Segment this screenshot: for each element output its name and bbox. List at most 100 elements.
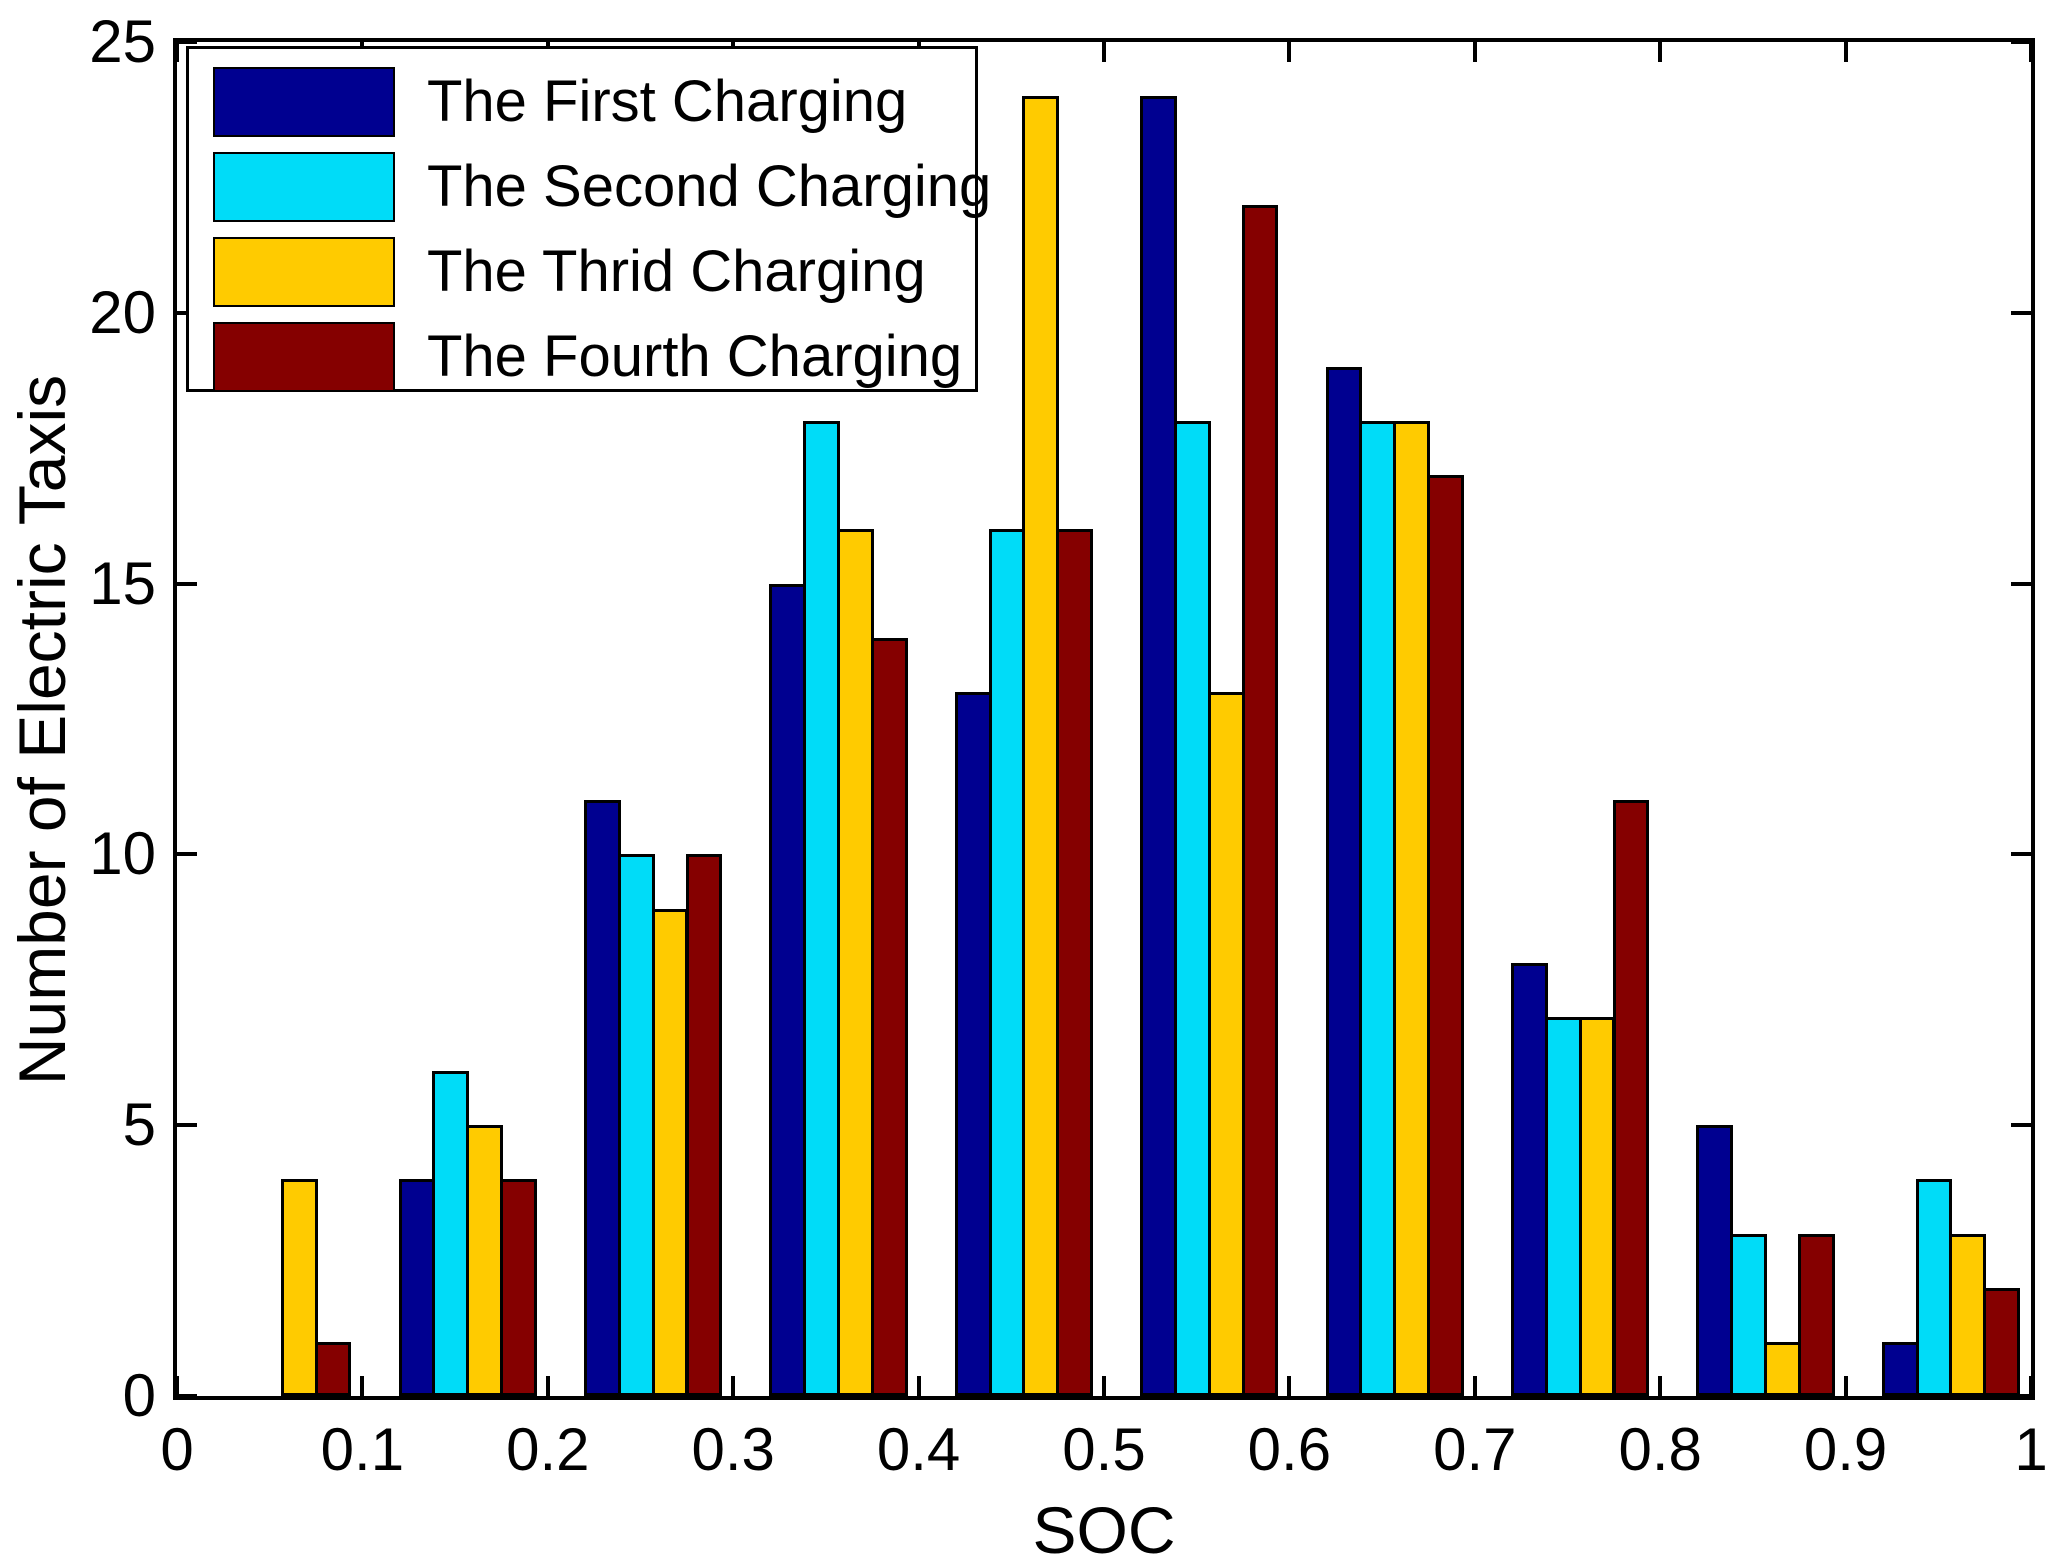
bar <box>1359 421 1397 1396</box>
bar <box>584 800 621 1396</box>
y-tick-label: 5 <box>122 1091 156 1159</box>
legend-item-label: The Thrid Charging <box>427 239 926 304</box>
x-tick-top <box>1658 42 1662 62</box>
x-tick-label: 0.2 <box>506 1416 590 1483</box>
y-tick-label: 25 <box>89 8 156 75</box>
x-tick-top <box>2029 42 2033 62</box>
bar <box>617 854 655 1396</box>
legend-item: The Second Charging <box>189 152 991 222</box>
x-axis-label: SOC <box>1032 1493 1176 1554</box>
x-tick <box>360 1376 364 1396</box>
x-tick <box>1287 1376 1291 1396</box>
legend-item: The Fourth Charging <box>189 322 975 392</box>
y-tick <box>177 1394 197 1398</box>
bar <box>280 1179 318 1396</box>
x-tick-label: 0.4 <box>876 1416 961 1483</box>
bar <box>803 421 840 1396</box>
x-tick <box>1658 1376 1662 1396</box>
x-tick-label: 0.7 <box>1433 1416 1517 1483</box>
bar <box>1764 1341 1801 1396</box>
y-tick-right <box>2011 40 2031 44</box>
x-tick <box>1844 1376 1848 1396</box>
bar <box>1325 367 1363 1396</box>
bar <box>1207 691 1245 1396</box>
bar <box>432 1071 470 1396</box>
x-tick-top <box>1844 42 1848 62</box>
x-tick-top <box>175 42 179 62</box>
y-tick-right <box>2011 852 2031 856</box>
bar <box>1915 1179 1953 1396</box>
bar <box>1544 1016 1582 1396</box>
x-tick-top <box>1473 42 1477 62</box>
bar <box>1612 800 1650 1396</box>
plot-inner <box>175 40 2033 1398</box>
y-tick-right <box>2011 582 2031 586</box>
y-tick <box>177 852 197 856</box>
legend-swatch <box>213 322 395 392</box>
x-tick-label: 0.6 <box>1247 1416 1332 1483</box>
bar <box>1174 421 1211 1396</box>
y-tick-right <box>2011 1123 2031 1127</box>
bar <box>1427 475 1464 1396</box>
bar <box>1797 1233 1835 1396</box>
bar <box>837 529 874 1396</box>
legend-swatch <box>213 237 395 307</box>
y-axis-label: Number of Electric Taxis <box>5 374 79 1086</box>
bar <box>1511 962 1548 1396</box>
y-tick <box>177 40 197 44</box>
bar <box>1056 529 1094 1396</box>
y-tick-label: 20 <box>89 278 156 346</box>
y-tick-label: 0 <box>122 1362 156 1429</box>
y-tick-label: 10 <box>89 820 156 888</box>
bar <box>1022 96 1060 1396</box>
legend: The First Charging The Second Charging The… <box>186 46 991 392</box>
x-tick-top <box>1102 42 1106 62</box>
bar <box>1881 1341 1919 1396</box>
x-tick <box>1102 1376 1106 1396</box>
legend-item-label: The Fourth Charging <box>427 324 963 389</box>
bar <box>651 908 689 1396</box>
bar <box>1393 421 1430 1396</box>
bar <box>1241 204 1279 1396</box>
legend-swatch <box>213 67 395 137</box>
y-tick-right <box>2011 311 2031 315</box>
legend-item-label: The First Charging <box>427 69 908 134</box>
legend-item: The Thrid Charging <box>189 237 975 307</box>
x-tick-label: 0.9 <box>1803 1416 1888 1483</box>
x-tick-label: 0.3 <box>691 1416 775 1483</box>
x-tick <box>731 1376 735 1396</box>
bar <box>685 854 723 1396</box>
bar <box>314 1341 352 1396</box>
bar <box>988 529 1026 1396</box>
bar <box>954 691 992 1396</box>
bar <box>1140 96 1177 1396</box>
y-tick-right <box>2011 1394 2031 1398</box>
x-tick-label: 0 <box>160 1416 194 1483</box>
bar <box>398 1179 436 1396</box>
x-tick-label: 0.8 <box>1618 1416 1702 1483</box>
y-tick <box>177 1123 197 1127</box>
y-tick-label: 15 <box>89 549 156 617</box>
x-tick <box>917 1376 921 1396</box>
y-tick <box>177 582 197 586</box>
x-tick <box>175 1376 179 1396</box>
legend-item: The First Charging <box>189 67 975 137</box>
bar <box>466 1125 503 1396</box>
bar <box>1730 1233 1767 1396</box>
bar <box>1983 1287 2021 1396</box>
x-tick <box>2029 1376 2033 1396</box>
legend-swatch <box>213 152 395 222</box>
bar <box>769 583 807 1396</box>
x-tick-label: 0.5 <box>1062 1416 1146 1483</box>
bar <box>1696 1125 1734 1396</box>
x-tick <box>1473 1376 1477 1396</box>
x-tick-top <box>1287 42 1291 62</box>
legend-item-label: The Second Charging <box>427 154 992 219</box>
bar <box>1578 1016 1616 1396</box>
plot-area <box>173 38 2035 1400</box>
bar <box>1949 1233 1987 1396</box>
x-tick-label: 0.1 <box>320 1416 405 1483</box>
x-tick <box>546 1376 550 1396</box>
bar <box>500 1179 537 1396</box>
